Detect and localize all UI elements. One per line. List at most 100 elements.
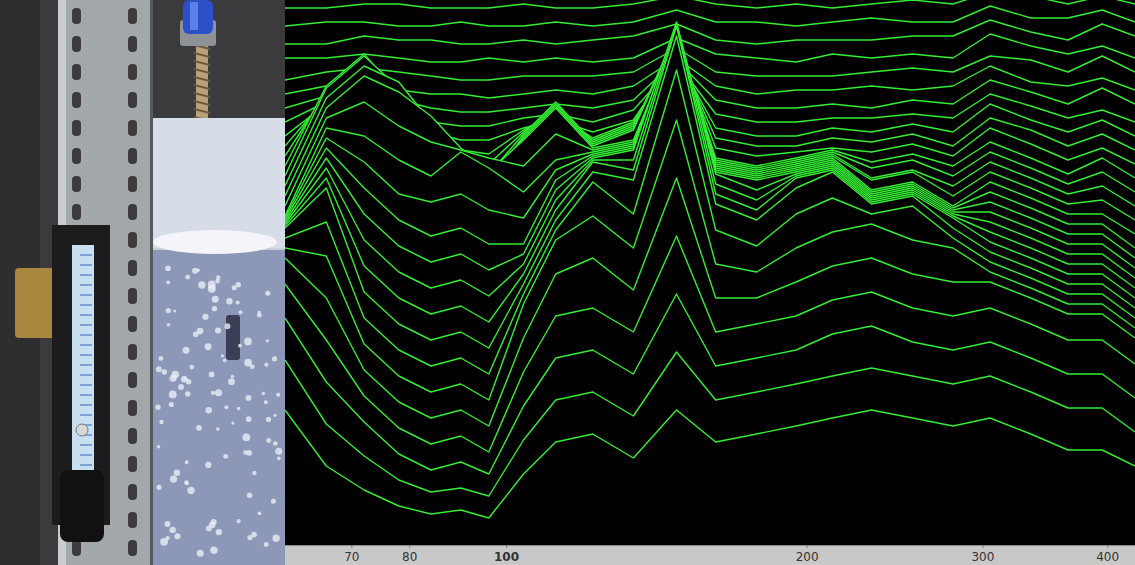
bubble: [208, 281, 216, 289]
bubble: [212, 296, 219, 303]
rail-hole: [128, 148, 137, 164]
bubble: [156, 485, 161, 490]
rail-hole: [128, 64, 137, 80]
flowmeter-scale: [80, 255, 92, 256]
bubble: [271, 499, 276, 504]
flowmeter-scale: [80, 385, 92, 386]
bubble: [236, 300, 240, 304]
bubble: [205, 407, 212, 414]
bubble: [215, 389, 222, 396]
bubble: [262, 392, 265, 395]
flowmeter-scale: [80, 275, 92, 276]
bubble: [205, 462, 211, 468]
bubble: [237, 407, 240, 410]
spring-coil: [194, 77, 210, 81]
flowmeter-scale: [80, 315, 92, 316]
flowmeter-scale: [80, 295, 92, 296]
bubble: [231, 375, 234, 378]
tube-upper: [152, 118, 285, 248]
bubble: [183, 347, 190, 354]
trace-occlusion: [285, 410, 1135, 545]
bubble: [215, 279, 220, 284]
spring-coil: [194, 109, 210, 113]
bubble: [265, 291, 270, 296]
rail-hole: [72, 176, 81, 192]
bubble: [276, 393, 280, 397]
rail-hole: [72, 148, 81, 164]
bubble: [246, 395, 252, 401]
bubble: [189, 365, 194, 370]
rail-hole: [72, 36, 81, 52]
x-tick: [506, 545, 507, 548]
spring-coil: [194, 93, 210, 97]
trace-occlusion: [285, 352, 1135, 545]
rail-hole: [128, 372, 137, 388]
spring-coil: [194, 53, 210, 57]
bubble: [157, 445, 160, 448]
bubble: [223, 359, 227, 363]
bubble: [211, 391, 215, 395]
rail-hole: [72, 8, 81, 24]
bubble: [174, 533, 180, 539]
bubble: [185, 391, 191, 397]
spring-coil: [194, 69, 210, 73]
rail-hole: [128, 176, 137, 192]
plot-area: [285, 0, 1135, 545]
flowmeter-scale: [80, 305, 92, 306]
bubble: [247, 535, 252, 540]
bubble: [210, 546, 217, 553]
bubble: [197, 550, 204, 557]
bubble: [272, 535, 279, 542]
bubble: [197, 269, 200, 272]
bubble: [171, 371, 179, 379]
trace-occlusion: [285, 70, 1135, 545]
bubble: [272, 356, 277, 361]
tube: [152, 118, 285, 565]
flowmeter-scale: [80, 445, 92, 446]
bubble: [159, 420, 163, 424]
x-axis-bar: [285, 545, 1135, 565]
trace-occlusion: [285, 24, 1135, 545]
bubble: [159, 356, 164, 361]
bubble: [170, 527, 176, 533]
bubble: [216, 529, 222, 535]
bubble: [184, 480, 189, 485]
photo: [0, 0, 285, 565]
bubble: [166, 308, 171, 313]
x-tick-label: 400: [1096, 550, 1119, 564]
bubble: [223, 454, 228, 459]
figure: 7080100200300400: [0, 0, 1135, 565]
bubble: [205, 343, 212, 350]
trace-occlusion: [285, 6, 1135, 545]
flowmeter-glass: [72, 245, 94, 495]
bubble: [277, 456, 281, 460]
bubble: [170, 475, 177, 482]
bubble: [165, 521, 171, 527]
trace-occlusion: [285, 236, 1135, 545]
bubble: [236, 519, 240, 523]
rail-hole: [128, 344, 137, 360]
flowmeter-scale: [80, 395, 92, 396]
bubble: [202, 314, 208, 320]
bubble: [178, 384, 184, 390]
bubble: [155, 405, 160, 410]
rail-hole: [72, 120, 81, 136]
trace-occlusion: [285, 26, 1135, 545]
x-tick: [807, 545, 808, 548]
bubble: [216, 427, 220, 431]
trace-occlusion: [285, 22, 1135, 545]
bubble: [273, 441, 278, 446]
bubble: [273, 414, 276, 417]
x-tick: [409, 545, 410, 548]
bubble: [169, 402, 174, 407]
flowmeter-scale: [80, 365, 92, 366]
bubble: [221, 354, 224, 357]
bubble: [231, 421, 234, 424]
tube-edge: [150, 0, 153, 565]
flowmeter-scale: [80, 345, 92, 346]
flowmeter-scale: [80, 285, 92, 286]
trace-occlusion: [285, 294, 1135, 545]
x-tick-label: 100: [494, 550, 519, 564]
rail-hole: [128, 232, 137, 248]
spring-coil: [194, 61, 210, 65]
